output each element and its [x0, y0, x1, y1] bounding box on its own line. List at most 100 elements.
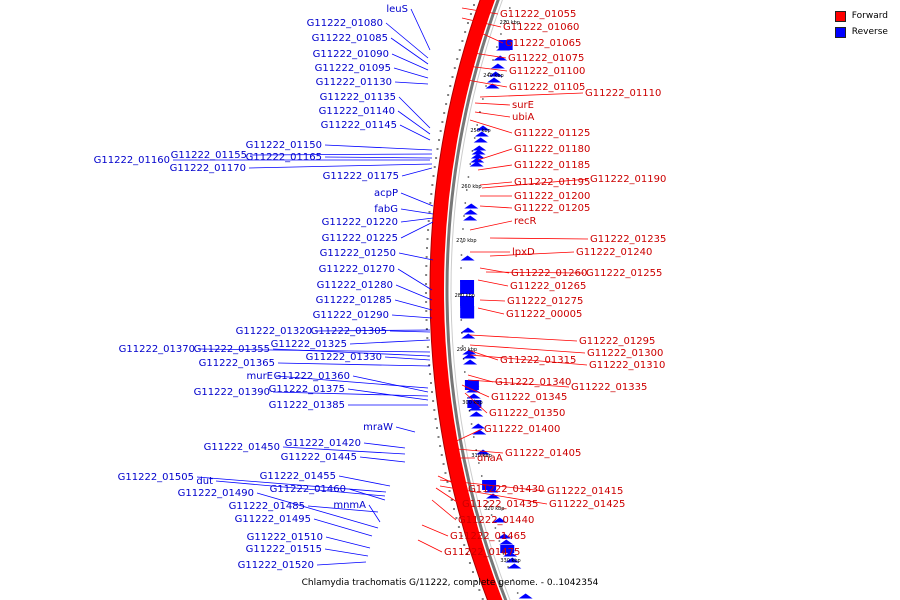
reverse-feature	[476, 125, 491, 131]
forward-leader-line	[477, 307, 505, 315]
legend-label-reverse: Reverse	[851, 27, 888, 37]
forward-leader-line	[466, 79, 508, 88]
reverse-label-g11222-01140: G11222_01140	[319, 106, 395, 117]
reverse-feature-block	[498, 40, 513, 50]
reverse-label-g11222-01145: G11222_01145	[321, 120, 397, 131]
reverse-label-g11222-01385: G11222_01385	[269, 400, 345, 411]
reverse-label-leus: leuS	[386, 4, 408, 15]
reverse-label-g11222-01285: G11222_01285	[316, 295, 392, 306]
forward-leader-line	[461, 17, 502, 28]
reverse-label-g11222-01390: G11222_01390	[194, 387, 270, 398]
reverse-leader-line	[272, 348, 431, 357]
reverse-feature	[462, 353, 477, 359]
reverse-leader-line	[215, 480, 386, 497]
reverse-feature	[466, 393, 481, 399]
forward-label-g11222-01315: G11222_01315	[500, 355, 576, 366]
forward-label-g11222-01235: G11222_01235	[590, 234, 666, 245]
reverse-feature	[470, 157, 485, 163]
forward-label-sure: surE	[512, 100, 534, 111]
reverse-feature	[469, 161, 484, 167]
reverse-label-g11222-01220: G11222_01220	[322, 217, 398, 228]
reverse-leader-line	[394, 299, 433, 311]
forward-track	[430, 0, 503, 600]
reverse-label-g11222-01090: G11222_01090	[313, 49, 389, 60]
forward-label-g11222-00005: G11222_00005	[506, 309, 582, 320]
reverse-leader-line	[410, 8, 431, 51]
forward-leader-line	[479, 181, 513, 186]
backbone-ring	[445, 0, 508, 600]
scale-label: 280 kbp	[455, 293, 475, 299]
forward-label-g11222-01180: G11222_01180	[514, 144, 590, 155]
forward-leader-line	[489, 237, 589, 240]
forward-leader-line	[435, 487, 461, 505]
forward-leader-line	[485, 271, 585, 274]
scale-label: 220 kbp	[500, 20, 520, 26]
reverse-feature	[476, 449, 491, 455]
forward-leader-line	[467, 349, 499, 361]
reverse-leader-line	[338, 475, 391, 487]
forward-label-g11222-01345: G11222_01345	[491, 392, 567, 403]
forward-leader-line	[477, 148, 513, 161]
reverse-leader-line	[249, 153, 433, 156]
genome-caption: Chlamydia trachomatis G/11222, complete …	[301, 578, 599, 588]
reverse-leader-line	[248, 163, 433, 169]
reverse-leader-line	[368, 504, 381, 523]
forward-leader-line	[444, 447, 504, 454]
reverse-leader-line	[398, 252, 434, 261]
reverse-feature	[471, 149, 486, 155]
reverse-label-mnma: mnmA	[333, 500, 366, 511]
forward-label-g11222-01475: G11222_01475	[444, 547, 520, 558]
reverse-leader-line	[325, 536, 371, 549]
reverse-label-g11222-01325: G11222_01325	[271, 339, 347, 350]
scale-label: 260 kbp	[461, 184, 481, 190]
forward-leader-line	[479, 92, 584, 98]
reverse-leader-line	[390, 37, 429, 65]
forward-label-g11222-01415: G11222_01415	[547, 486, 623, 497]
forward-leader-line	[481, 178, 589, 189]
scale-label: 270 kbp	[456, 238, 476, 244]
forward-label-g11222-01400: G11222_01400	[484, 424, 560, 435]
reverse-label-g11222-01355: G11222_01355	[194, 344, 270, 355]
forward-leader-line	[417, 539, 443, 553]
legend-label-forward: Forward	[851, 11, 888, 21]
reverse-leader-line	[316, 561, 367, 566]
forward-label-recr: recR	[514, 216, 537, 227]
forward-label-g11222-01200: G11222_01200	[514, 191, 590, 202]
reverse-leader-line	[398, 96, 431, 129]
reverse-label-g11222-01130: G11222_01130	[316, 77, 392, 88]
reverse-label-g11222-01520: G11222_01520	[238, 560, 314, 571]
reverse-leader-line	[384, 356, 431, 361]
reverse-label-g11222-01095: G11222_01095	[315, 63, 391, 74]
reverse-feature	[492, 517, 507, 523]
reverse-label-g11222-01445: G11222_01445	[281, 452, 357, 463]
forward-leader-line	[461, 384, 490, 398]
reverse-leader-line	[324, 548, 369, 557]
reverse-leader-line	[196, 476, 387, 493]
forward-leader-line	[489, 251, 575, 257]
reverse-features	[460, 40, 533, 599]
forward-leader-line	[474, 111, 511, 118]
reverse-label-g11222-01515: G11222_01515	[246, 544, 322, 555]
forward-label-g11222-01265: G11222_01265	[510, 281, 586, 292]
reverse-feature-block	[500, 545, 515, 553]
forward-label-g11222-01055: G11222_01055	[500, 9, 576, 20]
reverse-label-g11222-01375: G11222_01375	[269, 384, 345, 395]
forward-leader-line	[479, 205, 513, 209]
reverse-label-g11222-01360: G11222_01360	[274, 371, 350, 382]
scale-label: 290 kbp	[457, 347, 477, 353]
reverse-label-g11222-01225: G11222_01225	[322, 233, 398, 244]
forward-label-g11222-01240: G11222_01240	[576, 247, 652, 258]
legend-item-forward: Forward	[834, 8, 888, 24]
forward-leader-line	[466, 65, 508, 72]
reverse-label-g11222-01175: G11222_01175	[323, 171, 399, 182]
forward-swatch	[834, 10, 846, 22]
reverse-label-mraw: mraW	[363, 422, 393, 433]
reverse-feature-block	[460, 306, 475, 318]
forward-leader-line	[474, 102, 511, 106]
reverse-label-g11222-01330: G11222_01330	[306, 352, 382, 363]
forward-label-g11222-01405: G11222_01405	[505, 448, 581, 459]
reverse-feature	[499, 539, 514, 545]
reverse-feature	[497, 533, 512, 539]
scale-label: 250 kbp	[470, 128, 490, 134]
forward-leader-line	[467, 374, 494, 383]
